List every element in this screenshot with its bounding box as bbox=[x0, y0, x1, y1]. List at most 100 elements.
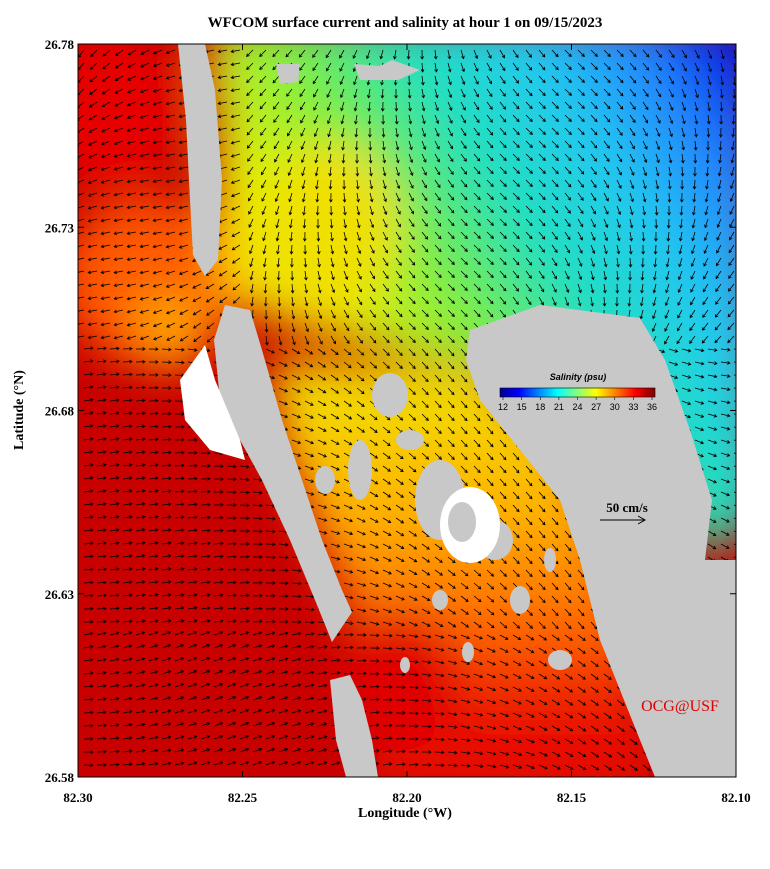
current-arrow bbox=[512, 231, 520, 240]
current-arrow bbox=[629, 205, 634, 216]
current-arrow bbox=[473, 231, 481, 239]
current-arrow bbox=[205, 296, 215, 303]
current-arrow bbox=[720, 413, 731, 418]
current-arrow bbox=[135, 489, 146, 493]
current-arrow bbox=[213, 593, 224, 598]
current-arrow bbox=[135, 762, 146, 766]
current-arrow bbox=[161, 360, 172, 365]
current-arrow bbox=[247, 179, 254, 189]
current-arrow bbox=[525, 465, 533, 474]
current-arrow bbox=[460, 309, 468, 318]
current-arrow bbox=[278, 657, 289, 662]
current-arrow bbox=[460, 49, 465, 60]
current-arrow bbox=[239, 761, 250, 766]
current-arrow bbox=[720, 517, 730, 523]
current-arrow bbox=[114, 75, 124, 81]
current-arrow bbox=[473, 88, 479, 98]
current-arrow bbox=[152, 231, 163, 236]
current-arrow bbox=[174, 502, 185, 507]
current-arrow bbox=[707, 348, 718, 352]
current-arrow bbox=[89, 88, 98, 95]
current-arrow bbox=[434, 750, 445, 755]
current-arrow bbox=[139, 296, 150, 301]
current-arrow bbox=[577, 179, 584, 188]
current-arrow bbox=[382, 608, 393, 614]
current-arrow bbox=[564, 738, 574, 744]
current-arrow bbox=[291, 709, 302, 714]
current-arrow bbox=[538, 166, 546, 174]
current-arrow bbox=[239, 542, 250, 546]
current-arrow bbox=[161, 593, 172, 597]
current-arrow bbox=[499, 634, 509, 640]
current-arrow bbox=[161, 709, 172, 714]
current-arrow bbox=[139, 101, 150, 106]
current-arrow bbox=[187, 735, 198, 740]
current-arrow bbox=[83, 476, 94, 480]
current-arrow bbox=[213, 682, 224, 688]
current-arrow bbox=[200, 593, 211, 598]
current-arrow bbox=[343, 374, 352, 381]
current-arrow bbox=[122, 619, 133, 624]
current-arrow bbox=[564, 595, 572, 604]
current-arrow bbox=[420, 62, 425, 73]
current-arrow bbox=[473, 634, 483, 640]
current-arrow bbox=[369, 710, 380, 715]
current-arrow bbox=[152, 127, 163, 132]
current-arrow bbox=[512, 556, 520, 565]
current-arrow bbox=[460, 153, 467, 162]
current-arrow bbox=[512, 218, 520, 227]
current-arrow bbox=[83, 437, 94, 441]
current-arrow bbox=[434, 724, 445, 729]
current-arrow bbox=[278, 631, 289, 636]
current-arrow bbox=[499, 439, 507, 448]
current-arrow bbox=[679, 192, 684, 203]
current-arrow bbox=[252, 529, 263, 534]
current-arrow bbox=[707, 101, 711, 112]
current-arrow bbox=[78, 192, 85, 198]
current-arrow bbox=[217, 88, 228, 93]
current-arrow bbox=[538, 231, 546, 240]
current-arrow bbox=[590, 101, 598, 110]
current-arrow bbox=[100, 244, 111, 249]
current-arrow bbox=[668, 153, 673, 164]
current-arrow bbox=[486, 231, 494, 239]
colorbar-tick-label: 21 bbox=[554, 402, 564, 412]
current-arrow bbox=[135, 606, 146, 611]
current-arrow bbox=[369, 671, 380, 676]
current-arrow bbox=[152, 75, 163, 80]
current-arrow bbox=[161, 606, 172, 610]
current-arrow bbox=[291, 644, 302, 649]
current-arrow bbox=[273, 127, 280, 137]
current-arrow bbox=[538, 270, 545, 280]
current-arrow bbox=[551, 127, 559, 135]
current-arrow bbox=[327, 140, 332, 151]
current-arrow bbox=[382, 543, 392, 549]
current-arrow bbox=[291, 594, 302, 599]
current-arrow bbox=[126, 296, 137, 301]
current-arrow bbox=[486, 764, 497, 769]
current-arrow bbox=[407, 75, 412, 86]
current-arrow bbox=[538, 88, 546, 97]
current-arrow bbox=[165, 192, 176, 197]
current-arrow bbox=[434, 244, 442, 253]
current-arrow bbox=[629, 166, 635, 176]
current-arrow bbox=[135, 476, 146, 481]
current-arrow bbox=[380, 88, 385, 99]
current-arrow bbox=[408, 698, 419, 703]
current-arrow bbox=[122, 502, 133, 506]
current-arrow bbox=[304, 465, 315, 471]
current-arrow bbox=[200, 669, 211, 675]
current-arrow bbox=[652, 283, 657, 294]
current-arrow bbox=[343, 658, 354, 663]
current-arrow bbox=[706, 127, 711, 138]
current-arrow bbox=[395, 762, 406, 767]
current-arrow bbox=[135, 385, 146, 390]
current-arrow bbox=[265, 644, 276, 649]
current-arrow bbox=[187, 657, 198, 662]
current-arrow bbox=[447, 166, 454, 175]
current-arrow bbox=[109, 476, 120, 480]
current-arrow bbox=[642, 179, 647, 190]
current-arrow bbox=[434, 699, 445, 703]
current-arrow bbox=[642, 88, 649, 98]
current-arrow bbox=[187, 515, 198, 520]
